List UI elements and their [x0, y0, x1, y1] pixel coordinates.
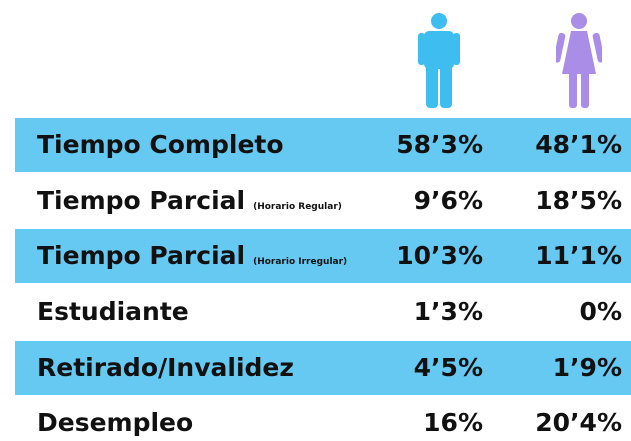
row-label: Tiempo Completo: [37, 118, 284, 172]
table-row: Retirado/Invalidez 4’5% 1’9%: [15, 341, 631, 395]
female-icon: [556, 13, 602, 108]
row-sublabel: (Horario Irregular): [253, 257, 348, 267]
male-icon: [418, 13, 460, 108]
row-sublabel: (Horario Regular): [253, 202, 342, 212]
female-value: 18’5%: [535, 186, 622, 215]
row-label-text: Retirado/Invalidez: [37, 353, 294, 382]
table-row: Tiempo Completo 58’3% 48’1%: [15, 118, 631, 172]
row-label-text: Tiempo Completo: [37, 130, 284, 159]
male-value: 16%: [423, 408, 483, 437]
female-value: 48’1%: [535, 130, 622, 159]
male-value: 9’6%: [413, 186, 483, 215]
male-value: 4’5%: [413, 353, 483, 382]
male-value: 58’3%: [396, 130, 483, 159]
female-value: 1’9%: [552, 353, 622, 382]
female-value: 11’1%: [535, 241, 622, 270]
row-label: Retirado/Invalidez: [37, 341, 294, 395]
row-label-text: Tiempo Parcial: [37, 241, 246, 270]
row-label: Tiempo Parcial (Horario Irregular): [37, 229, 347, 283]
table-row: Desempleo 16% 20’4%: [15, 396, 631, 441]
table-row: Tiempo Parcial (Horario Regular) 9’6% 18’5%: [15, 174, 631, 228]
row-label-text: Estudiante: [37, 297, 189, 326]
row-label: Tiempo Parcial (Horario Regular): [37, 174, 342, 228]
row-label: Estudiante: [37, 285, 189, 339]
row-label-text: Desempleo: [37, 408, 194, 437]
male-value: 1’3%: [413, 297, 483, 326]
row-label: Desempleo: [37, 396, 193, 441]
row-label-text: Tiempo Parcial: [37, 186, 246, 215]
male-value: 10’3%: [396, 241, 483, 270]
female-value: 20’4%: [535, 408, 622, 437]
table-row: Estudiante 1’3% 0%: [15, 285, 631, 339]
female-value: 0%: [579, 297, 622, 326]
table-row: Tiempo Parcial (Horario Irregular) 10’3% 11…: [15, 229, 631, 283]
